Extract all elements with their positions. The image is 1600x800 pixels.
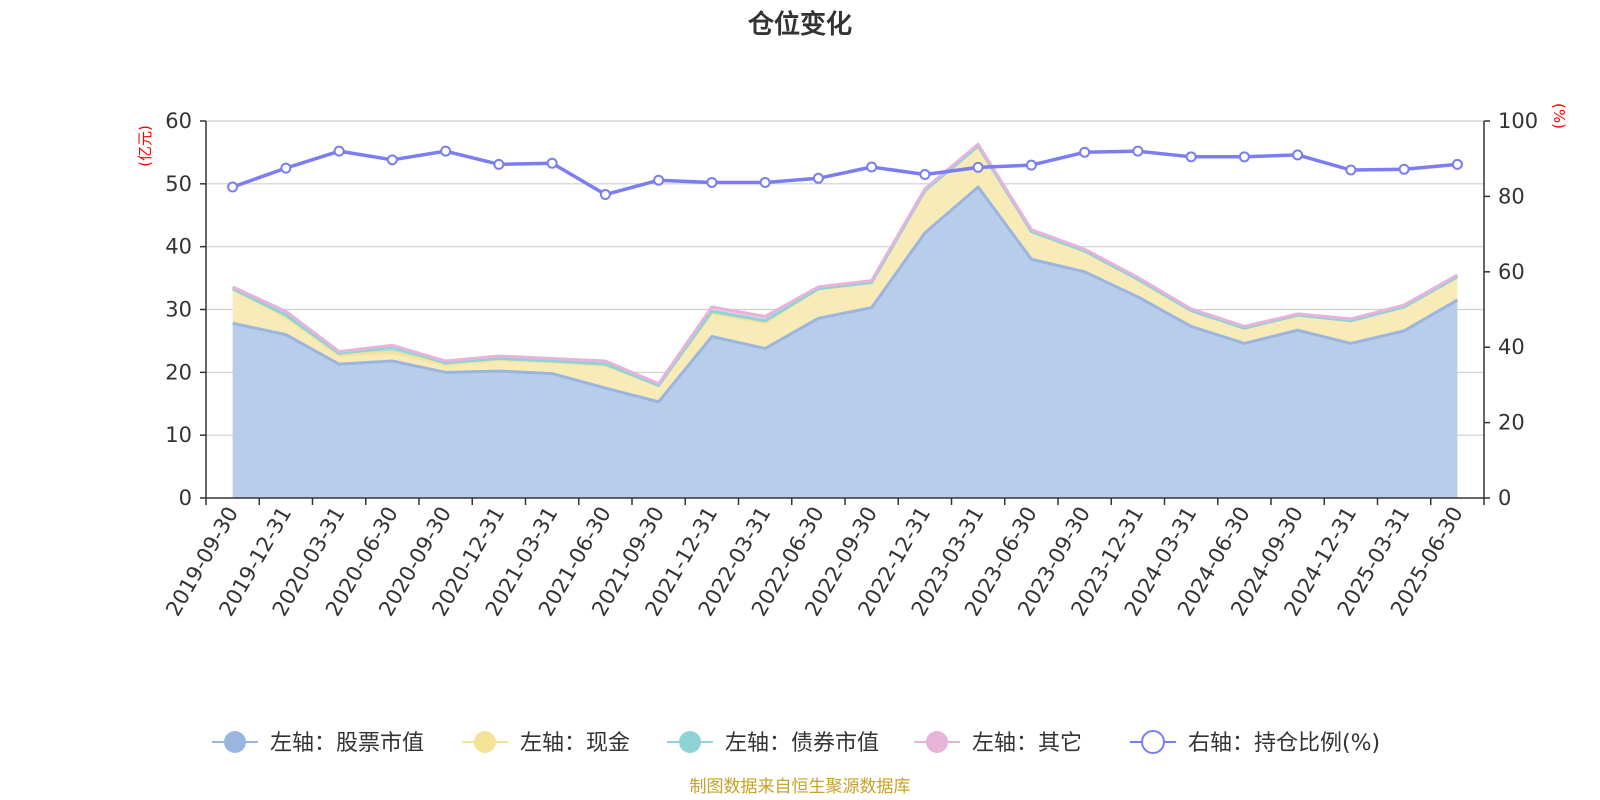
ratio-line-layer — [227, 145, 1463, 201]
right-axis-tick-label: 100 — [1498, 109, 1538, 133]
left-axis-tick-label: 40 — [165, 235, 192, 259]
legend-label-2: 左轴：现金 — [520, 731, 630, 756]
ratio-point — [1345, 164, 1357, 176]
right-axis-tick-label: 0 — [1498, 486, 1511, 510]
ratio-point — [599, 189, 611, 201]
right-axis-tick-label: 20 — [1498, 411, 1525, 435]
area-fill-series-1 — [232, 186, 1458, 499]
ratio-point — [333, 145, 345, 157]
right-axis-tick-label: 80 — [1498, 184, 1525, 208]
legend-label-5: 右轴：持仓比例(%) — [1188, 731, 1380, 756]
ratio-point — [546, 157, 558, 169]
left-axis-tick-label: 20 — [165, 360, 192, 384]
legend-marker-1 — [224, 731, 246, 753]
legend-label-3: 左轴：债券市值 — [725, 731, 879, 756]
left-axis-unit-label: (亿元) — [136, 125, 154, 167]
area-edge-series-3 — [231, 144, 1459, 388]
left-axis-tick-label: 60 — [165, 109, 192, 133]
ratio-point — [386, 154, 398, 166]
ratio-point — [759, 176, 771, 188]
right-axis-tick-label: 60 — [1498, 260, 1525, 284]
ratio-point — [493, 158, 505, 170]
ratio-point — [1025, 159, 1037, 171]
left-axis-tick-label: 30 — [165, 298, 192, 322]
ratio-point — [972, 161, 984, 173]
ratio-point — [653, 174, 665, 186]
legend-label-4: 左轴：其它 — [972, 731, 1082, 756]
area-edge-series-1 — [232, 185, 1459, 404]
area-layer — [231, 142, 1459, 499]
ratio-point — [280, 162, 292, 174]
ratio-point — [706, 176, 718, 188]
legend-marker-5 — [1141, 730, 1165, 754]
legend: 左轴：股票市值 左轴：现金 左轴：债券市值 左轴：其它 右轴：持仓比例(%) — [212, 730, 1380, 756]
ratio-point — [1398, 163, 1410, 175]
legend-marker-3 — [679, 731, 701, 753]
left-axis-tick-label: 0 — [179, 486, 192, 510]
ratio-point — [440, 145, 452, 157]
legend-marker-2 — [474, 731, 496, 753]
ratio-point — [866, 161, 878, 173]
ratio-point — [919, 169, 931, 181]
chart-title: 仓位变化 — [747, 9, 852, 40]
ratio-point — [1451, 158, 1463, 170]
area-edge-series-4 — [232, 142, 1459, 386]
ratio-point — [1079, 146, 1091, 158]
right-axis-tick-label: 40 — [1498, 335, 1525, 359]
ratio-point — [1238, 151, 1250, 163]
ratio-point — [1292, 149, 1304, 161]
legend-marker-4 — [926, 731, 948, 753]
left-axis-tick-label: 50 — [165, 172, 192, 196]
legend-label-1: 左轴：股票市值 — [270, 731, 424, 756]
right-axis-unit-label: (%) — [1550, 103, 1568, 129]
ratio-point — [812, 172, 824, 184]
ratio-point — [227, 181, 239, 193]
data-source-note: 制图数据来自恒生聚源数据库 — [690, 777, 911, 797]
ratio-point — [1185, 151, 1197, 163]
ratio-point — [1132, 145, 1144, 157]
left-axis-tick-label: 10 — [165, 423, 192, 447]
ratio-line — [232, 149, 1458, 197]
